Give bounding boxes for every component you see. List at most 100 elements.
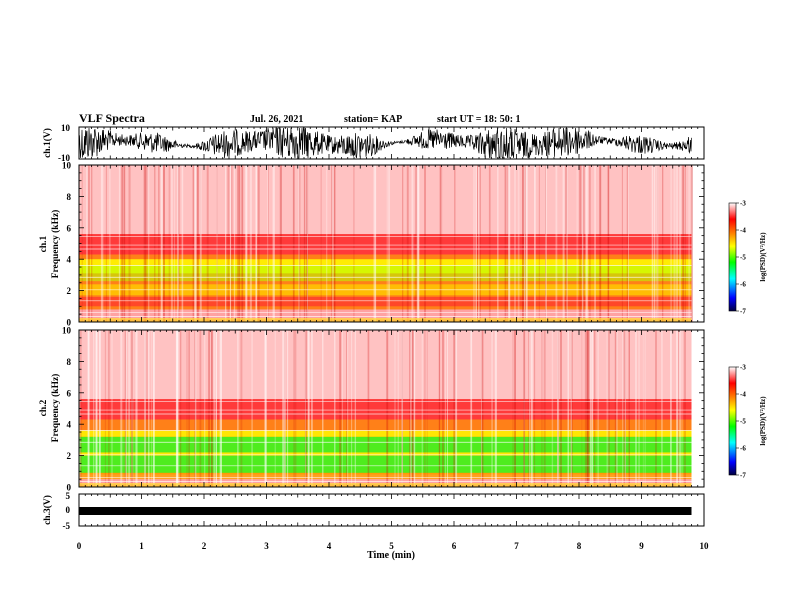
spec2-streak	[644, 330, 646, 487]
ch1-colorbar-gradient	[728, 202, 737, 312]
spectrogram-ytick: 2	[67, 451, 72, 461]
ch1-spectrogram-image	[79, 165, 693, 322]
spec1-streak	[478, 165, 480, 322]
spec2-streak	[394, 330, 396, 487]
spec1-streak	[238, 165, 241, 322]
spec1-streak	[230, 165, 232, 322]
spec1-streak	[505, 165, 507, 322]
spec1-streak	[415, 165, 418, 322]
x-tick-label: 10	[700, 541, 710, 551]
spec2-streak	[274, 330, 276, 487]
spec2-streak	[334, 330, 336, 487]
spec1-streak	[504, 165, 506, 322]
spec1-streak	[177, 165, 179, 322]
spec1-streak	[143, 165, 146, 322]
spec2-streak	[125, 330, 128, 487]
ch2-colorbar: -3 -4 -5 -6 -7 log(PSD)(V²/Hz)	[728, 364, 767, 480]
ch1-colorbar: -3 -4 -5 -6 -7 log(PSD)(V²/Hz)	[728, 200, 767, 316]
spec1-streak	[507, 165, 509, 322]
x-tick-label: 2	[202, 541, 207, 551]
spec1-streak	[118, 165, 120, 322]
ch3-ytick-bottom: -5	[63, 521, 71, 531]
spec1-streak	[331, 165, 334, 322]
spec2-streak	[386, 330, 389, 487]
ch2-spectrogram-panel: 10 8 6 4 2 0 ch.2 Frequency (kHz)	[39, 326, 705, 493]
spec1-streak	[682, 165, 684, 322]
spec1-streak	[274, 165, 275, 322]
spec1-streak	[128, 165, 131, 322]
spec2-streak	[570, 330, 572, 487]
spec1-streak	[562, 165, 565, 322]
spec1-streak	[196, 165, 199, 322]
spec2-streak	[678, 330, 680, 487]
spec1-streak	[508, 165, 510, 322]
spec1-streak	[206, 165, 209, 322]
spec2-streak	[131, 330, 133, 487]
spec1-streak	[225, 165, 227, 322]
spec1-streak	[227, 165, 230, 322]
spec2-streak	[95, 330, 98, 487]
colorbar-tick-label: -3	[740, 364, 746, 372]
spec1-streak	[517, 165, 520, 322]
colorbar-tick-label: -7	[740, 308, 746, 316]
spec2-streak	[551, 330, 554, 487]
colorbar-tick-label: -6	[740, 281, 746, 289]
spec1-streak	[87, 165, 90, 322]
spec2-streak	[208, 330, 210, 487]
colorbar-tick-label: -4	[740, 391, 746, 399]
spec1-streak	[353, 165, 355, 322]
spec1-streak	[373, 165, 375, 322]
spec2-streak	[307, 330, 310, 487]
spec2-streak	[111, 330, 113, 487]
spec2-streak	[677, 330, 679, 487]
spec2-streak	[108, 330, 110, 487]
spec1-streak	[582, 165, 584, 322]
spec1-streak	[101, 165, 103, 322]
spec1-streak	[91, 165, 93, 322]
spectrogram-ytick: 6	[67, 388, 72, 398]
spec1-band-red	[79, 234, 692, 255]
spec1-streak	[657, 165, 659, 322]
spec1-streak	[662, 165, 664, 322]
spec1-streak	[594, 165, 596, 322]
spec2-streak	[543, 330, 546, 487]
spec2-streak	[131, 330, 134, 487]
spec2-streak	[607, 330, 610, 487]
spec1-streak	[607, 165, 609, 322]
spec2-streak	[204, 330, 206, 487]
spec2-streak	[622, 330, 624, 487]
station-label: station= KAP	[344, 114, 402, 125]
ch1-colorbar-label: log(PSD)(V²/Hz)	[759, 232, 767, 282]
spec1-streak	[386, 165, 388, 322]
ch3-ytick-mid: 0	[66, 505, 71, 515]
spec2-streak	[409, 330, 411, 487]
spec2-streak	[623, 330, 626, 487]
spec1-streak	[555, 165, 558, 322]
colorbar-tick-label: -5	[740, 418, 746, 426]
spec1-streak	[292, 165, 295, 322]
spec1-streak	[148, 165, 150, 322]
spec2-streak	[304, 330, 307, 487]
spec2-streak	[594, 330, 596, 487]
spec1-streak	[331, 165, 333, 322]
spec1-streak	[526, 165, 528, 322]
spec1-streak	[181, 165, 184, 322]
spec2-streak	[128, 330, 130, 487]
x-tick-label: 1	[139, 541, 144, 551]
spec1-streak	[171, 165, 173, 322]
spec1-streak	[100, 165, 102, 322]
spec2-streak	[661, 330, 663, 487]
spectrogram-ytick: 8	[67, 357, 72, 367]
spec1-streak	[255, 165, 258, 322]
spec1-streak	[154, 165, 156, 322]
spec2-streak	[397, 330, 399, 487]
spec1-streak	[279, 165, 282, 322]
spec2-streak	[287, 330, 289, 487]
spec2-streak	[322, 330, 324, 487]
x-tick-label: 6	[452, 541, 457, 551]
spec2-streak	[283, 330, 285, 487]
spec1-streak	[545, 165, 546, 322]
ch1-waveform-panel: 10 -10 ch.1(V)	[42, 123, 705, 163]
spec2-streak	[176, 330, 179, 487]
spec2-streak	[294, 330, 297, 487]
